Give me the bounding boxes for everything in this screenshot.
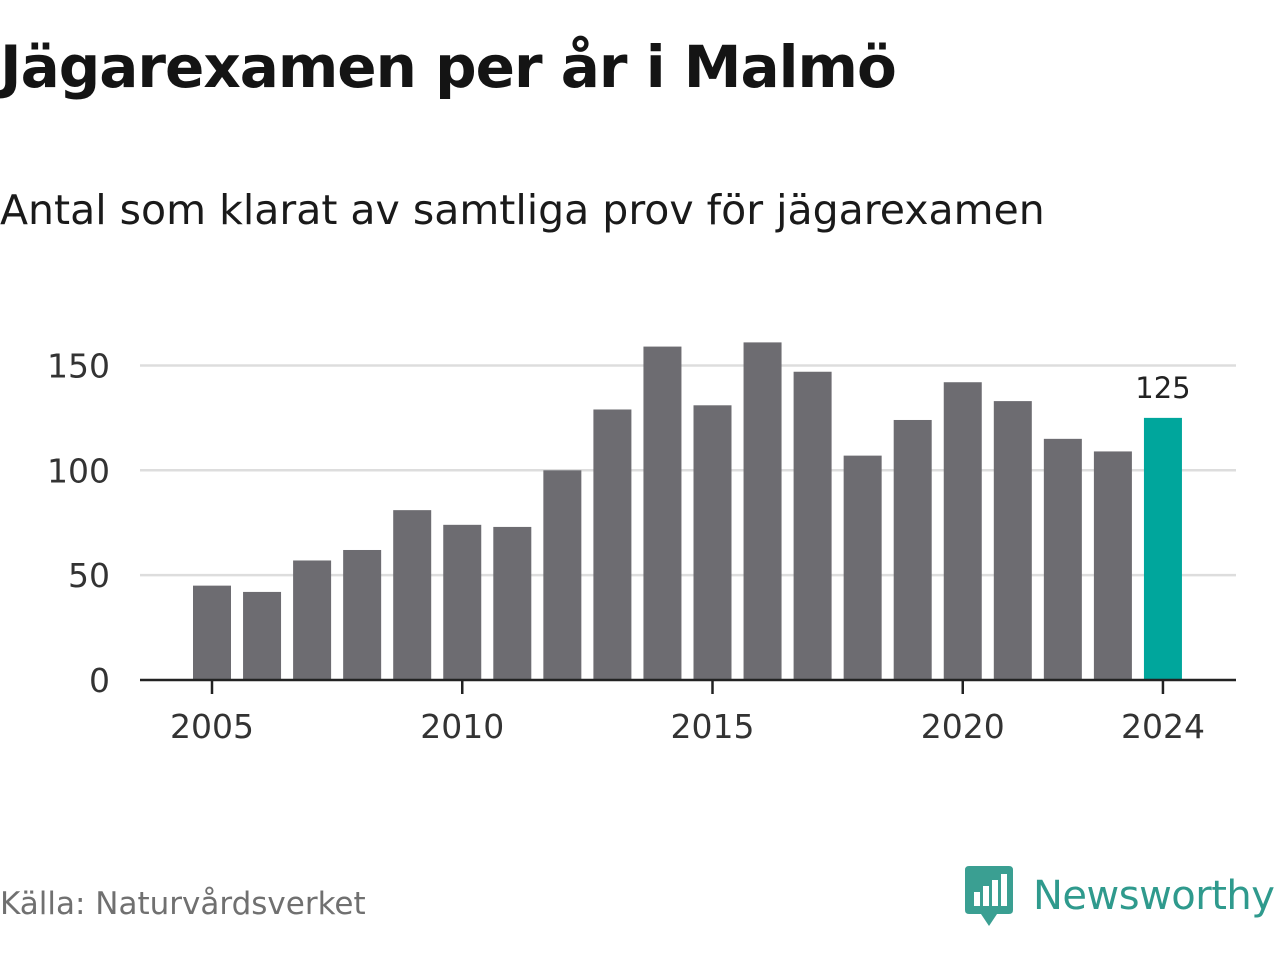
y-tick-label-0: 0 (89, 661, 110, 700)
bar-2023 (1093, 451, 1132, 680)
chart-title: Jägarexamen per år i Malmö (0, 33, 897, 101)
newsworthy-brand: Newsworthy (965, 866, 1275, 926)
x-tick-label-2010: 2010 (420, 707, 504, 746)
y-tick-label-50: 50 (68, 556, 110, 595)
bar-2007 (293, 560, 332, 680)
bar-2014 (643, 346, 682, 680)
bar-2017 (793, 371, 832, 680)
newsworthy-logo-icon (965, 866, 1013, 926)
axes (140, 678, 1236, 694)
bar-2024 (1143, 417, 1182, 680)
x-tick-label-2024: 2024 (1121, 707, 1205, 746)
brand-name: Newsworthy (1033, 873, 1275, 919)
labels: 0 50 100 150 2005 2010 2015 2020 2024 125 (47, 346, 1205, 746)
x-tick-label-2020: 2020 (921, 707, 1005, 746)
y-tick-label-100: 100 (47, 451, 110, 490)
bar-2015 (693, 405, 732, 680)
bar-2012 (543, 470, 582, 680)
source-note: Källa: Naturvårdsverket (0, 886, 366, 922)
bar-2018 (843, 455, 882, 680)
bar-2016 (743, 342, 782, 680)
bar-2019 (893, 419, 932, 680)
bar-2009 (393, 510, 432, 680)
bar-chart: 0 50 100 150 2005 2010 2015 2020 2024 125 (47, 342, 1236, 746)
bar-2011 (493, 526, 532, 680)
data-label-2024: 125 (1135, 371, 1190, 405)
bars (193, 342, 1182, 680)
bar-2005 (193, 585, 231, 680)
bar-2022 (1043, 438, 1082, 680)
bar-2008 (343, 549, 382, 680)
bar-2020 (943, 382, 982, 680)
y-tick-label-150: 150 (47, 346, 110, 385)
bar-2021 (993, 401, 1032, 680)
x-tick-label-2015: 2015 (671, 707, 755, 746)
bar-2006 (243, 591, 282, 680)
bar-2013 (593, 409, 632, 680)
bar-2010 (443, 524, 482, 680)
chart-subtitle: Antal som klarat av samtliga prov för jä… (0, 186, 1045, 234)
x-tick-label-2005: 2005 (170, 707, 254, 746)
